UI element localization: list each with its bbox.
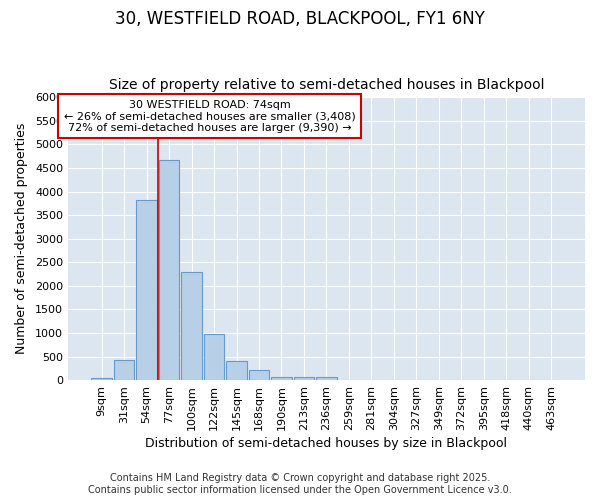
Bar	[136, 200, 157, 380]
Bar	[316, 377, 337, 380]
Title: Size of property relative to semi-detached houses in Blackpool: Size of property relative to semi-detach…	[109, 78, 544, 92]
Text: 30 WESTFIELD ROAD: 74sqm
← 26% of semi-detached houses are smaller (3,408)
72% o: 30 WESTFIELD ROAD: 74sqm ← 26% of semi-d…	[64, 100, 355, 133]
Bar	[91, 378, 112, 380]
Bar	[159, 160, 179, 380]
Bar	[181, 272, 202, 380]
Bar	[249, 370, 269, 380]
Text: 30, WESTFIELD ROAD, BLACKPOOL, FY1 6NY: 30, WESTFIELD ROAD, BLACKPOOL, FY1 6NY	[115, 10, 485, 28]
Bar	[204, 334, 224, 380]
X-axis label: Distribution of semi-detached houses by size in Blackpool: Distribution of semi-detached houses by …	[145, 437, 508, 450]
Bar	[271, 376, 292, 380]
Bar	[294, 377, 314, 380]
Y-axis label: Number of semi-detached properties: Number of semi-detached properties	[15, 123, 28, 354]
Bar	[114, 360, 134, 380]
Text: Contains HM Land Registry data © Crown copyright and database right 2025.
Contai: Contains HM Land Registry data © Crown c…	[88, 474, 512, 495]
Bar	[226, 361, 247, 380]
